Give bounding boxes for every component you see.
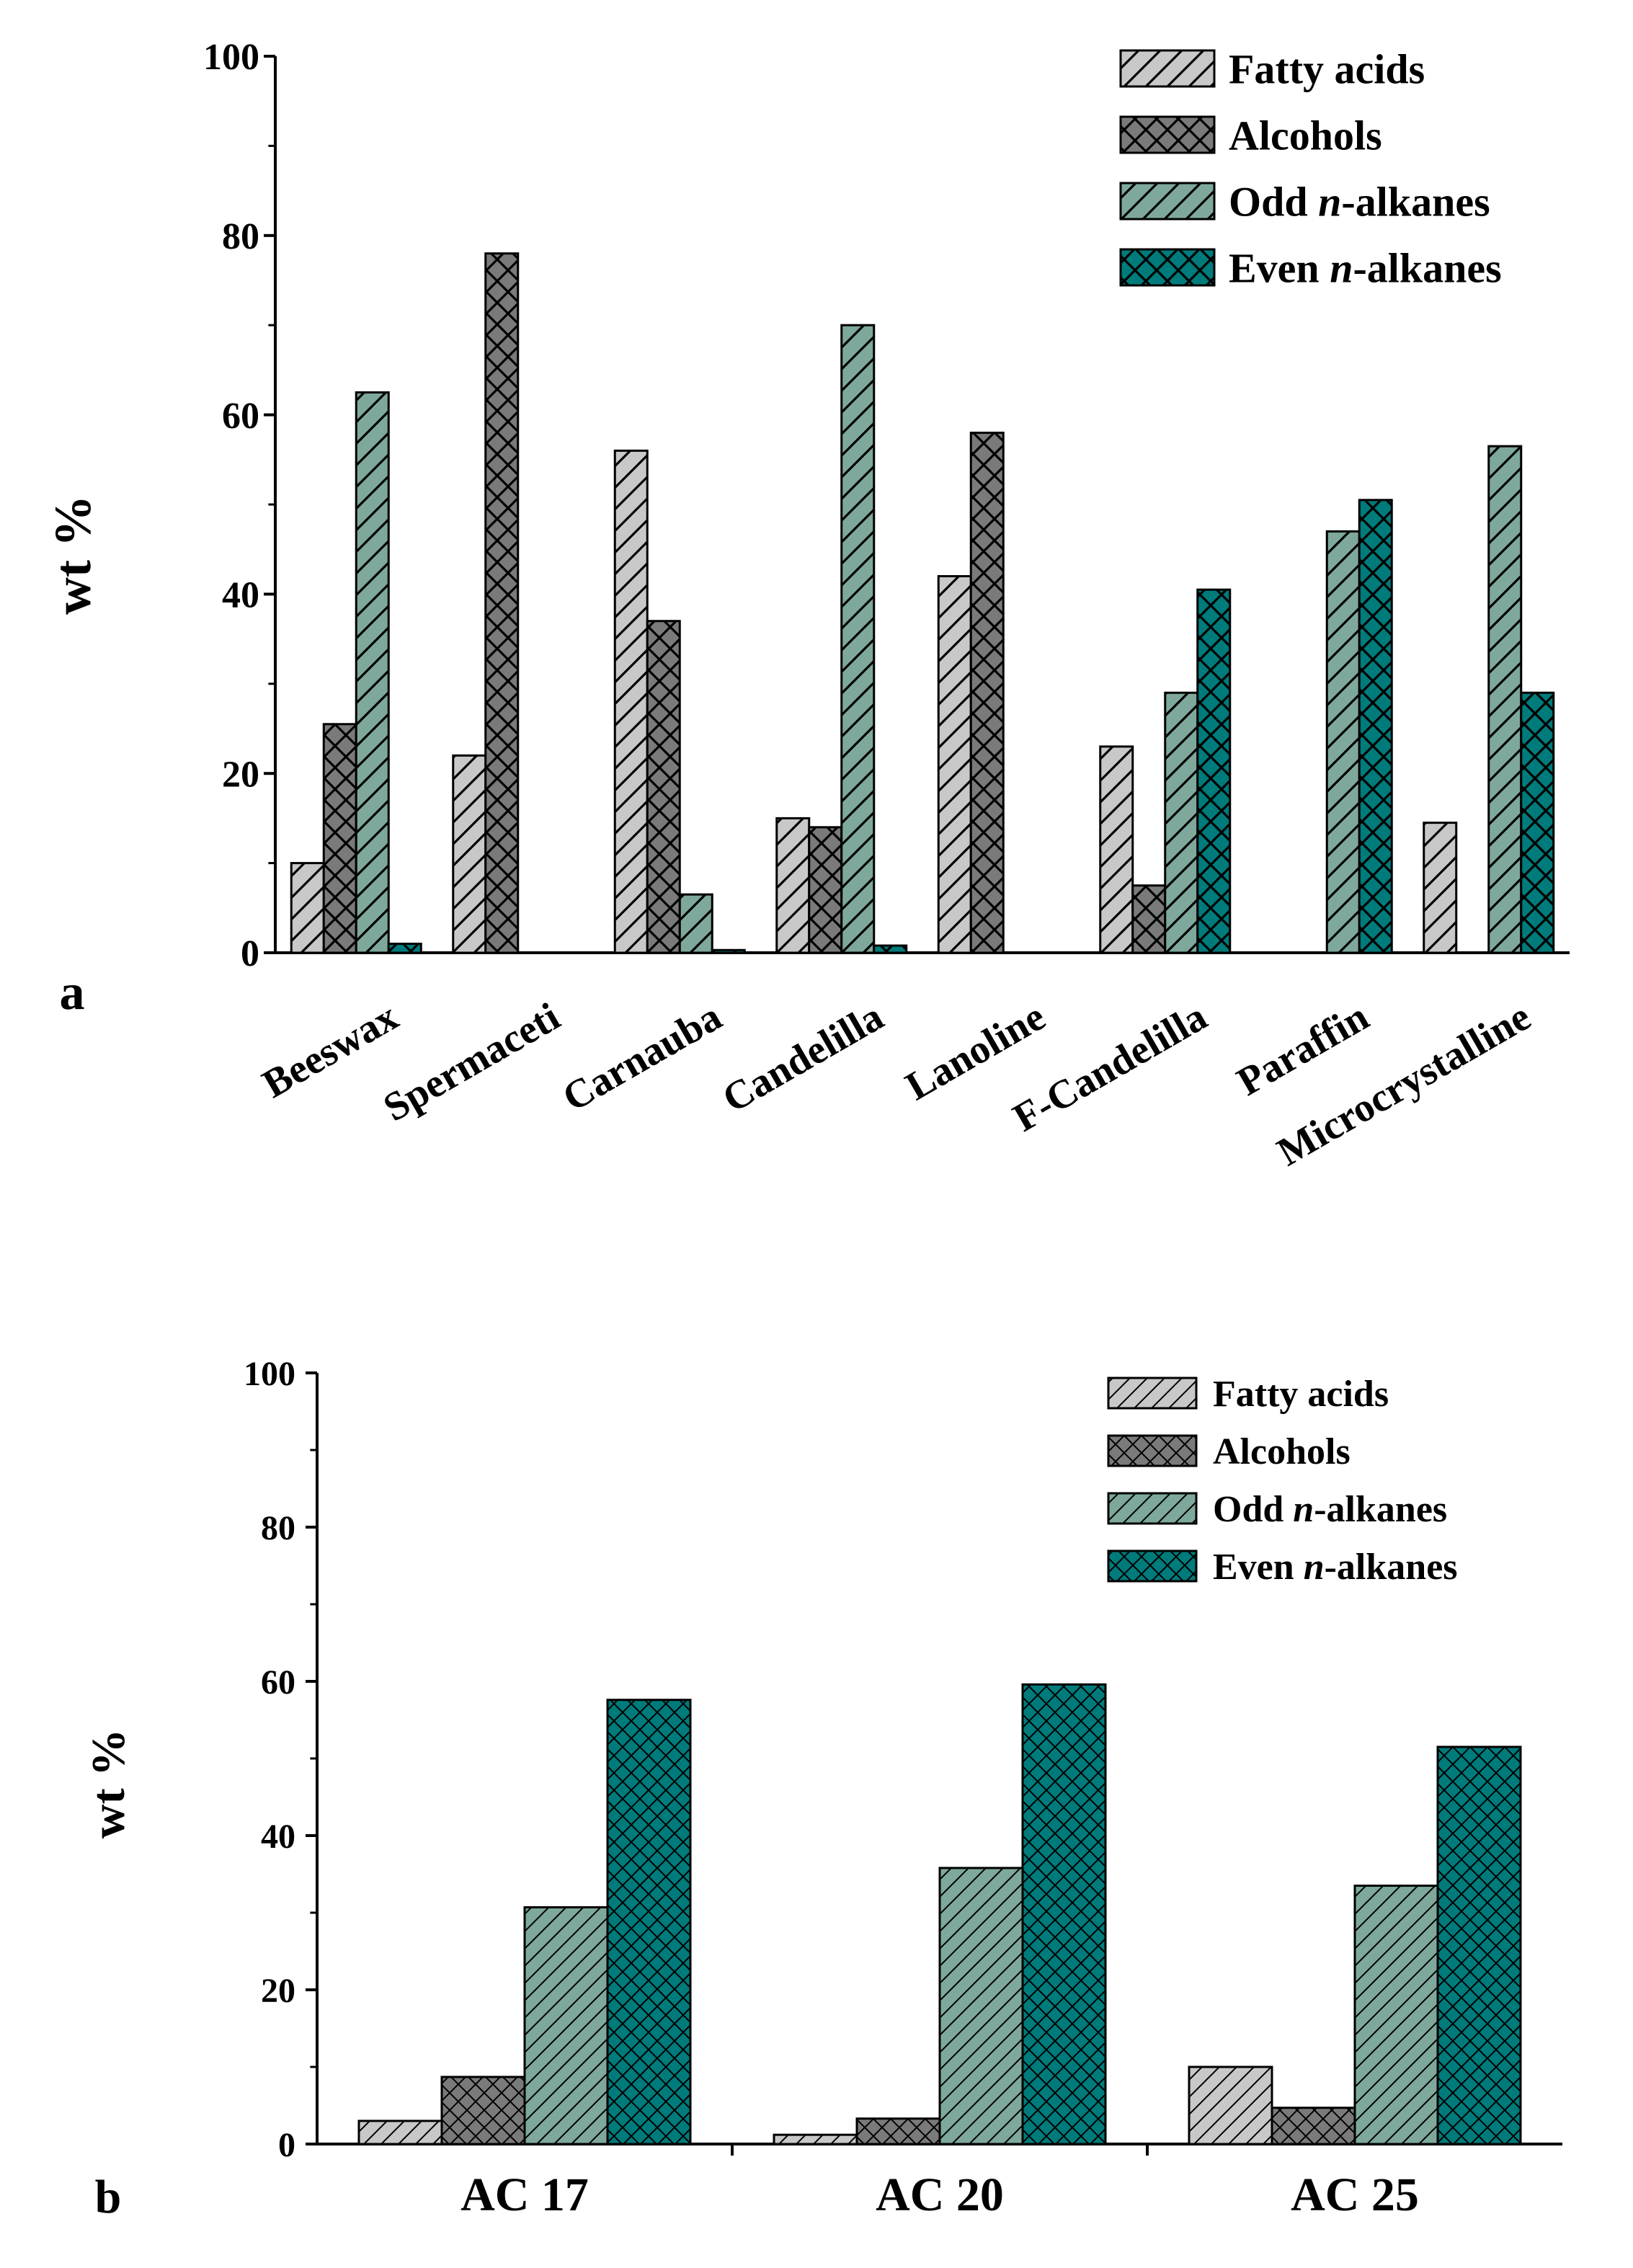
panel-a-legend-label: Fatty acids [1229, 45, 1425, 92]
panel-a-bar-microcrystalline-odd-n-alkanes [1487, 445, 1523, 954]
panel-a-y-tick-label: 20 [222, 754, 259, 795]
panel-a-bar-candelilla-odd-n-alkanes [840, 324, 876, 954]
panel-b-legend-swatch [1107, 1377, 1198, 1410]
panel-b-bar-ac-20-even-n-alkanes [1021, 1683, 1107, 2145]
panel-a-bar-carnauba-alcohols [646, 620, 681, 954]
panel-b-legend-label: Even n-alkanes [1213, 1547, 1458, 1588]
panel-a-legend-swatch [1119, 49, 1216, 88]
panel-a-y-axis-label: wt % [44, 495, 102, 615]
panel-a-bar-beeswax-even-n-alkanes [387, 943, 422, 954]
panel-b-legend-label: Odd n-alkanes [1213, 1489, 1447, 1530]
panel-b-x-tick-label: AC 20 [876, 2169, 1004, 2221]
panel-a-bar-lanoline-alcohols [969, 431, 1005, 954]
panel-b-legend-label: Fatty acids [1213, 1374, 1389, 1415]
panel-b-y-tick-label: 0 [278, 2126, 295, 2164]
panel-b-bar-ac-25-odd-n-alkanes [1353, 1885, 1439, 2145]
panel-a-bar-microcrystalline-even-n-alkanes [1520, 691, 1555, 954]
panel-a-y-tick-label: 80 [222, 216, 259, 257]
panel-a-bar-f-candelilla-fatty-acids [1099, 745, 1134, 954]
panel-a-bar-carnauba-even-n-alkanes [711, 948, 746, 954]
panel-b-bar-ac-17-even-n-alkanes [606, 1699, 692, 2145]
panel-b-label: b [95, 2171, 122, 2223]
panel-a-legend-swatch [1119, 248, 1216, 287]
panel-b-bar-ac-25-fatty-acids [1188, 2065, 1273, 2145]
panel-a-y-tick-label: 60 [222, 396, 259, 437]
panel-b-bar-ac-25-alcohols [1271, 2107, 1356, 2145]
panel-b-bar-ac-17-odd-n-alkanes [523, 1906, 609, 2145]
panel-a-bar-carnauba-odd-n-alkanes [678, 893, 713, 954]
panel-b-y-axis-label: wt % [82, 1729, 135, 1838]
panel-b-bar-ac-20-fatty-acids [773, 2133, 858, 2145]
panel-a-x-tick-label: Candelilla [715, 995, 891, 1122]
panel-a-bar-beeswax-fatty-acids [290, 862, 325, 954]
panel-b-y-tick-label: 60 [261, 1663, 295, 1702]
panel-a-bar-f-candelilla-even-n-alkanes [1196, 588, 1232, 954]
panel-a-legend-swatch [1119, 182, 1216, 221]
panel-a-y-tick-label: 100 [203, 37, 259, 78]
panel-b-y-tick-label: 20 [261, 1972, 295, 2010]
panel-a-y-tick-label: 40 [222, 575, 259, 616]
panel-a-bar-candelilla-fatty-acids [775, 817, 811, 954]
panel-b-legend: Fatty acids Alcohols Odd n-alkanes Even n-a… [1107, 1374, 1458, 1588]
panel-b-y-tick-label: 100 [244, 1355, 295, 1393]
panel-b-legend-swatch [1107, 1549, 1198, 1583]
panel-a-bar-lanoline-fatty-acids [937, 575, 972, 954]
panel-a-bar-microcrystalline-fatty-acids [1423, 822, 1458, 954]
panel-a-bar-paraffin-even-n-alkanes [1358, 499, 1393, 954]
panel-b-legend-swatch [1107, 1434, 1198, 1467]
panel-a-legend: Fatty acids Alcohols Odd n-alkanes Even n-a… [1119, 45, 1502, 291]
panel-a-bar-beeswax-odd-n-alkanes [355, 391, 390, 954]
panel-b-x-tick-label: AC 17 [460, 2169, 589, 2221]
panel-b-y-tick-label: 80 [261, 1509, 295, 1547]
panel-a-x-tick-label: Carnauba [556, 995, 729, 1121]
panel-a-bar-beeswax-alcohols [322, 723, 357, 954]
panel-b-legend-label: Alcohols [1213, 1431, 1351, 1472]
panel-b-bar-ac-20-odd-n-alkanes [938, 1867, 1024, 2145]
panel-a-bar-spermaceti-alcohols [484, 252, 520, 954]
panel-a-bar-carnauba-fatty-acids [613, 449, 649, 954]
panel-a-legend-label: Alcohols [1229, 112, 1382, 159]
panel-b-bar-ac-25-even-n-alkanes [1436, 1746, 1522, 2145]
panel-b-bar-ac-17-fatty-acids [357, 2120, 443, 2145]
panel-a-bar-paraffin-odd-n-alkanes [1325, 530, 1361, 954]
panel-b-legend-swatch [1107, 1492, 1198, 1525]
panel-a-legend-swatch [1119, 115, 1216, 154]
panel-a-bar-candelilla-alcohols [808, 826, 843, 954]
panel-a-legend-label: Odd n-alkanes [1229, 178, 1490, 225]
panel-b-x-tick-label: AC 25 [1291, 2169, 1419, 2221]
panel-a-bar-spermaceti-fatty-acids [452, 754, 487, 954]
panel-a-bar-f-candelilla-alcohols [1131, 884, 1167, 954]
panel-b-bar-ac-17-alcohols [440, 2076, 526, 2145]
panel-a-y-tick-label: 0 [241, 933, 259, 974]
panel-b-y-tick-label: 40 [261, 1818, 295, 1856]
panel-a-label: a [60, 965, 85, 1020]
panel-a-legend-label: Even n-alkanes [1229, 244, 1502, 291]
panel-a: a wt % Fatty acids Alcohols Odd n-alkanes E… [44, 37, 1570, 1175]
panel-b-bar-ac-20-alcohols [855, 2117, 941, 2145]
panel-a-bar-f-candelilla-odd-n-alkanes [1164, 691, 1199, 954]
panel-a-x-tick-label: Spermaceti [376, 995, 567, 1131]
panel-b: b wt % Fatty acids Alcohols Odd n-alkanes E… [82, 1355, 1562, 2223]
panel-a-bar-candelilla-even-n-alkanes [873, 944, 908, 954]
